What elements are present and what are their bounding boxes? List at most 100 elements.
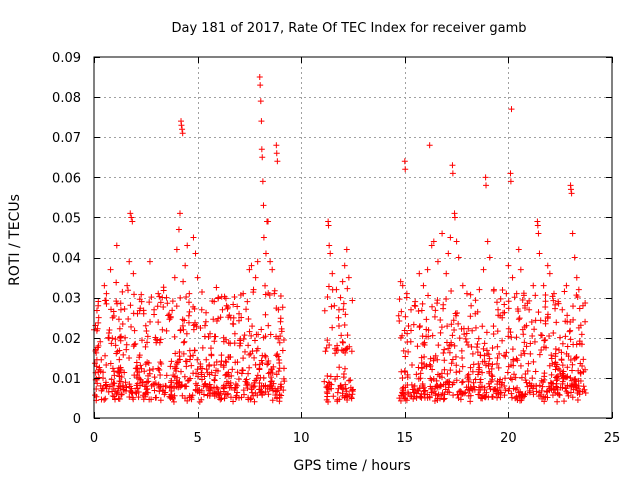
background-point: [107, 360, 114, 367]
background-point: [205, 387, 212, 394]
background-point: [142, 343, 149, 350]
background-point: [269, 385, 276, 392]
data-point: [171, 274, 178, 281]
background-point: [405, 390, 412, 397]
background-point: [246, 328, 253, 335]
background-point: [243, 306, 250, 313]
background-point: [196, 386, 203, 393]
data-point: [428, 242, 435, 249]
data-point: [219, 306, 226, 313]
background-point: [338, 384, 345, 391]
background-point: [552, 359, 559, 366]
background-point: [194, 382, 201, 389]
background-point: [467, 291, 474, 298]
background-point: [203, 366, 210, 373]
background-point: [490, 331, 497, 338]
background-point: [323, 344, 330, 351]
background-point: [214, 385, 221, 392]
background-point: [203, 309, 210, 316]
background-point: [185, 299, 192, 306]
background-point: [567, 374, 574, 381]
background-point: [225, 314, 232, 321]
background-point: [453, 377, 460, 384]
background-point: [564, 343, 571, 350]
background-point: [453, 362, 460, 369]
background-point: [240, 355, 247, 362]
background-point: [321, 307, 328, 314]
background-point: [414, 343, 421, 350]
background-point: [349, 391, 356, 398]
data-point: [215, 294, 222, 301]
background-point: [273, 388, 280, 395]
background-point: [338, 332, 345, 339]
background-point: [520, 290, 527, 297]
background-point: [535, 309, 542, 316]
data-point: [240, 290, 247, 297]
background-point: [567, 389, 574, 396]
background-point: [496, 350, 503, 357]
background-point: [148, 294, 155, 301]
background-point: [109, 388, 116, 395]
background-point: [235, 317, 242, 324]
background-point: [402, 353, 409, 360]
background-point: [150, 365, 157, 372]
background-point: [562, 333, 569, 340]
background-point: [470, 379, 477, 386]
data-point: [329, 270, 336, 277]
background-point: [505, 333, 512, 340]
background-point: [486, 355, 493, 362]
background-point: [542, 336, 549, 343]
data-point: [176, 210, 183, 217]
background-point: [548, 355, 555, 362]
background-point: [118, 391, 125, 398]
y-tick-label: 0.04: [52, 252, 81, 267]
background-point: [444, 370, 451, 377]
background-point: [485, 351, 492, 358]
background-point: [403, 397, 410, 404]
background-point: [561, 398, 568, 405]
background-point: [423, 316, 430, 323]
background-point: [111, 393, 118, 400]
background-point: [419, 365, 426, 372]
background-point: [549, 293, 556, 300]
background-point: [475, 384, 482, 391]
background-point: [139, 337, 146, 344]
background-point: [508, 334, 515, 341]
background-point: [197, 363, 204, 370]
background-point: [501, 392, 508, 399]
background-point: [425, 327, 432, 334]
background-point: [94, 380, 101, 387]
data-point: [343, 246, 350, 253]
background-point: [137, 362, 144, 369]
background-point: [467, 313, 474, 320]
background-point: [451, 326, 458, 333]
background-point: [179, 316, 186, 323]
background-point: [199, 344, 206, 351]
background-point: [542, 344, 549, 351]
background-point: [340, 306, 347, 313]
background-point: [580, 383, 587, 390]
background-point: [239, 367, 246, 374]
background-point: [220, 338, 227, 345]
background-point: [169, 298, 176, 305]
background-point: [325, 283, 332, 290]
background-point: [103, 297, 110, 304]
background-point: [564, 318, 571, 325]
background-point: [529, 375, 536, 382]
data-point: [495, 306, 502, 313]
background-point: [574, 293, 581, 300]
background-point: [446, 349, 453, 356]
background-point: [273, 395, 280, 402]
background-point: [522, 390, 529, 397]
data-point: [424, 266, 431, 273]
background-point: [426, 394, 433, 401]
background-point: [223, 371, 230, 378]
background-point: [548, 352, 555, 359]
background-point: [136, 354, 143, 361]
background-point: [153, 336, 160, 343]
background-point: [92, 322, 99, 329]
background-point: [531, 338, 538, 345]
background-point: [335, 306, 342, 313]
data-point: [455, 254, 462, 261]
background-point: [112, 336, 119, 343]
